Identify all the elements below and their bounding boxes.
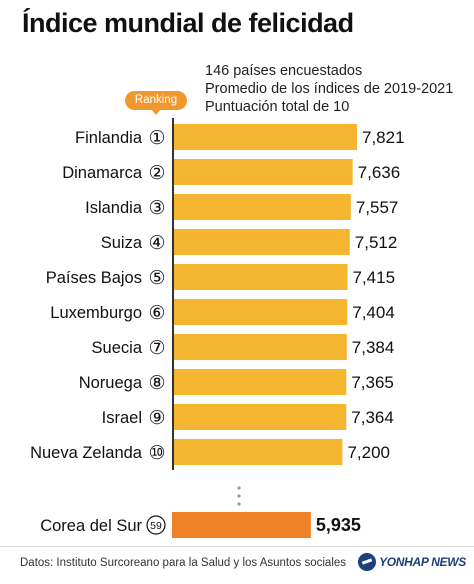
bar [174,369,347,395]
value-label: 7,512 [355,233,398,252]
rank-label: ③ [148,197,165,219]
rank-label: 59 [150,520,162,532]
chart-title: Índice mundial de felicidad [22,8,354,38]
bar [174,404,347,430]
value-label: 7,200 [347,443,390,462]
rank-label: ⑨ [148,407,165,429]
value-label: 7,557 [356,198,399,217]
ranking-badge: Ranking [125,91,187,115]
value-label: 7,384 [352,338,395,357]
value-label: 7,404 [352,303,395,322]
bar [174,194,351,220]
value-label: 7,364 [351,408,394,427]
rank-label: ⑤ [148,267,165,289]
rank-circle [146,515,166,535]
category-label: Luxemburgo [50,304,142,322]
bar [174,124,357,150]
rank-label: ⑥ [148,302,165,324]
value-label: 7,415 [353,268,396,287]
rank-label: ④ [148,232,165,254]
value-label: 5,935 [316,515,361,535]
bar [174,299,348,325]
category-label: Suiza [101,234,143,252]
subtitle-line: Promedio de los índices de 2019-2021 [205,81,454,97]
ellipsis-dot [237,502,241,506]
bar [174,334,347,360]
category-label: Suecia [92,339,143,357]
rank-label: ⑧ [148,372,165,394]
rank-label: ② [148,162,165,184]
source-note: Datos: Instituto Surcoreano para la Salu… [20,557,347,569]
category-label: Países Bajos [46,269,142,287]
brand-name: YONHAP NEWS [379,555,466,569]
ellipsis-dot [237,494,241,498]
category-label: Finlandia [75,129,143,147]
category-label: Israel [102,409,142,427]
brand-logo: YONHAP NEWS [358,553,466,571]
rank-label: ⑩ [148,442,165,464]
bar [174,439,343,465]
rank-label: ① [148,127,165,149]
bar [172,512,311,538]
rank-label: ⑦ [148,337,165,359]
category-label: Dinamarca [62,164,143,182]
category-label: Corea del Sur [40,517,142,535]
chart-subtitle: 146 países encuestados Promedio de los í… [205,62,453,116]
ellipsis-dot [237,486,241,490]
yonhap-logo-icon [358,553,377,571]
category-label: Islandia [85,199,143,217]
value-label: 7,365 [351,373,394,392]
bar [174,264,348,290]
value-label: 7,821 [362,128,405,147]
bar-chart: 7,821 Finlandia ① 7,636 Dinamarca ② 7,557 Islan… [30,118,405,538]
bar [174,229,350,255]
value-label: 7,636 [358,163,401,182]
bar [174,159,353,185]
category-label: Nueva Zelanda [30,444,143,462]
category-label: Noruega [79,374,143,392]
subtitle-line: Puntuación total de 10 [205,99,350,115]
footer-divider [0,546,474,547]
subtitle-line: 146 países encuestados [205,63,363,79]
